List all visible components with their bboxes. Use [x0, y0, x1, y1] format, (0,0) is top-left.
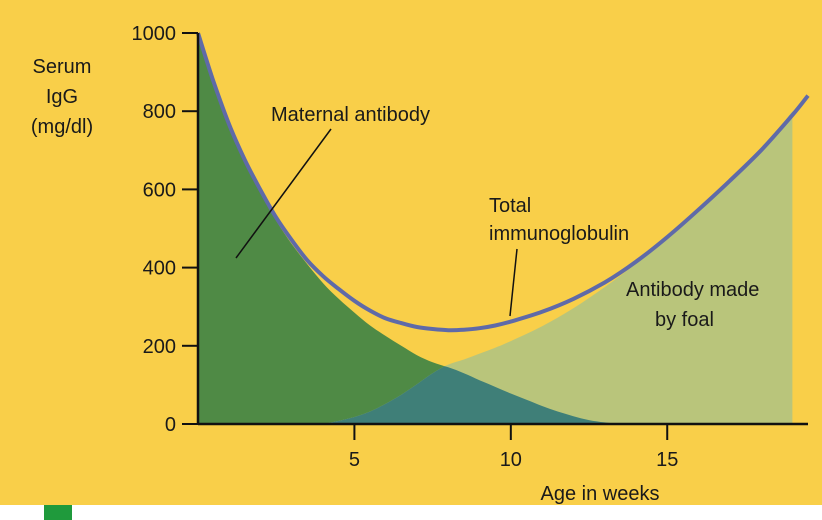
total-immunoglobulin-label-line-2: immunoglobulin	[489, 223, 629, 245]
y-tick-label: 1000	[132, 23, 177, 45]
foal-antibody-area	[323, 111, 793, 424]
footer-badge	[44, 505, 72, 520]
maternal-antibody-area	[198, 33, 621, 424]
total-immunoglobulin-pointer	[509, 248, 518, 317]
area-layer	[198, 33, 793, 424]
x-axis-label: Age in weeks	[541, 483, 660, 505]
total-immunoglobulin-label-line-1: Total	[489, 195, 531, 217]
x-tick-label: 10	[500, 449, 522, 471]
igg-chart: 0 200 400 600 800 1000 5 10 15 Serum IgG (mg/dl…	[31, 23, 810, 505]
maternal-antibody-pointer	[235, 128, 332, 259]
y-axis-label-line-2: IgG	[46, 86, 78, 108]
maternal-antibody-label: Maternal antibody	[271, 104, 430, 126]
x-tick-label: 5	[349, 449, 360, 471]
y-tick-label: 200	[143, 336, 176, 358]
y-tick-label: 0	[165, 414, 176, 436]
annotations: Maternal antibody Total immunoglobulin A…	[235, 104, 759, 331]
y-axis-label: Serum IgG (mg/dl)	[31, 56, 93, 138]
y-tick-label: 600	[143, 179, 176, 201]
x-tick-label: 15	[656, 449, 678, 471]
axes: 0 200 400 600 800 1000 5 10 15	[132, 23, 808, 471]
total-immunoglobulin-line	[196, 32, 810, 333]
footer-strip	[0, 505, 822, 520]
foal-antibody-label-line-2: by foal	[655, 309, 714, 331]
y-tick-label: 400	[143, 258, 176, 280]
foal-antibody-label-line-1: Antibody made	[626, 279, 759, 301]
y-tick-label: 800	[143, 101, 176, 123]
y-axis-label-line-3: (mg/dl)	[31, 116, 93, 138]
y-axis-label-line-1: Serum	[33, 56, 92, 78]
